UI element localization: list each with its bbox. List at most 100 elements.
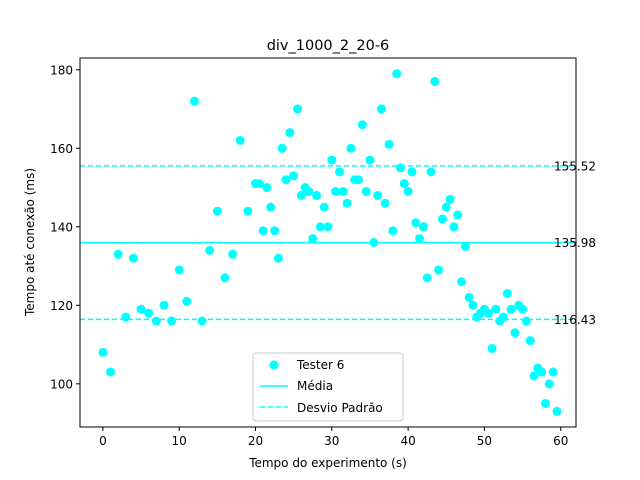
- data-point: [128, 253, 138, 263]
- data-point: [98, 347, 108, 357]
- data-point: [205, 245, 215, 255]
- data-point: [243, 206, 253, 216]
- y-tick-label: 180: [50, 63, 73, 77]
- data-point: [197, 316, 207, 326]
- legend-box: [252, 352, 404, 422]
- data-point: [342, 198, 352, 208]
- x-tick-label: 0: [99, 434, 107, 448]
- data-point: [460, 241, 470, 251]
- data-point: [510, 328, 520, 338]
- data-point: [334, 167, 344, 177]
- x-tick-label: 30: [324, 434, 339, 448]
- data-point: [323, 222, 333, 232]
- annotations: 155.52 135.98 116.43: [554, 159, 596, 326]
- data-point: [540, 398, 550, 408]
- data-point: [270, 226, 280, 236]
- legend: Tester 6 Média Desvio Padrão: [252, 352, 404, 422]
- annotation-label: 116.43: [554, 313, 596, 327]
- legend-label-tester: Tester 6: [296, 358, 344, 372]
- data-point: [544, 379, 554, 389]
- data-point: [392, 69, 402, 79]
- data-point: [182, 296, 192, 306]
- x-tick-label: 40: [400, 434, 415, 448]
- data-point: [468, 300, 478, 310]
- data-point: [308, 234, 318, 244]
- y-tick-label: 100: [50, 377, 73, 391]
- data-point: [113, 249, 123, 259]
- data-point: [296, 190, 306, 200]
- data-point: [144, 308, 154, 318]
- data-point: [464, 292, 474, 302]
- data-point: [220, 273, 230, 283]
- data-point: [312, 190, 322, 200]
- data-point: [399, 179, 409, 189]
- data-point: [304, 186, 314, 196]
- data-point: [373, 190, 383, 200]
- data-point: [525, 336, 535, 346]
- data-point: [346, 143, 356, 153]
- y-tick-label: 160: [50, 142, 73, 156]
- data-point: [327, 155, 337, 165]
- data-point: [376, 104, 386, 114]
- data-point: [136, 304, 146, 314]
- x-axis-label: Tempo do experimento (s): [248, 456, 407, 470]
- data-points: [98, 69, 562, 416]
- data-point: [411, 218, 421, 228]
- data-point: [502, 289, 512, 299]
- y-tick-label: 140: [50, 220, 73, 234]
- data-point: [415, 234, 425, 244]
- data-point: [548, 367, 558, 377]
- x-tick-label: 20: [248, 434, 263, 448]
- x-tick-label: 50: [477, 434, 492, 448]
- data-point: [506, 304, 516, 314]
- data-point: [369, 238, 379, 247]
- data-point: [174, 265, 184, 275]
- data-point: [422, 273, 432, 283]
- plot-frame: [79, 57, 577, 428]
- x-axis-ticks: 0 10 20 30 40 50 60: [99, 427, 568, 448]
- data-point: [315, 222, 325, 232]
- data-point: [529, 371, 539, 381]
- data-point: [388, 226, 398, 236]
- data-point: [151, 316, 161, 326]
- data-point: [281, 175, 291, 185]
- data-point: [426, 167, 436, 177]
- annotation-label: 155.52: [554, 159, 596, 173]
- data-point: [262, 183, 272, 193]
- data-point: [167, 316, 177, 326]
- x-tick-label: 60: [553, 434, 568, 448]
- data-point: [354, 175, 364, 185]
- data-point: [521, 316, 531, 326]
- data-point: [395, 163, 405, 173]
- data-point: [445, 194, 455, 204]
- legend-label-media: Média: [297, 379, 333, 393]
- data-point: [106, 367, 116, 377]
- data-point: [499, 312, 509, 322]
- data-point: [338, 186, 348, 196]
- data-point: [552, 406, 562, 416]
- data-point: [403, 186, 413, 196]
- data-point: [258, 226, 268, 236]
- legend-label-desvio: Desvio Padrão: [297, 401, 383, 415]
- reference-lines: [80, 165, 576, 321]
- data-point: [434, 265, 444, 275]
- data-point: [331, 186, 341, 196]
- legend-marker-tester: [269, 360, 279, 370]
- data-point: [441, 202, 451, 212]
- data-point: [212, 206, 222, 216]
- data-point: [453, 210, 463, 220]
- data-point: [483, 308, 493, 318]
- data-point: [365, 155, 375, 165]
- annotation-label: 135.98: [554, 236, 596, 250]
- data-point: [430, 77, 440, 87]
- data-point: [487, 343, 497, 353]
- data-point: [228, 249, 238, 259]
- data-point: [537, 367, 547, 377]
- x-tick-label: 10: [172, 434, 187, 448]
- data-point: [254, 179, 264, 189]
- y-axis-label: Tempo até conexão (ms): [23, 168, 37, 317]
- data-point: [273, 253, 283, 263]
- data-point: [418, 222, 428, 232]
- data-point: [159, 300, 169, 310]
